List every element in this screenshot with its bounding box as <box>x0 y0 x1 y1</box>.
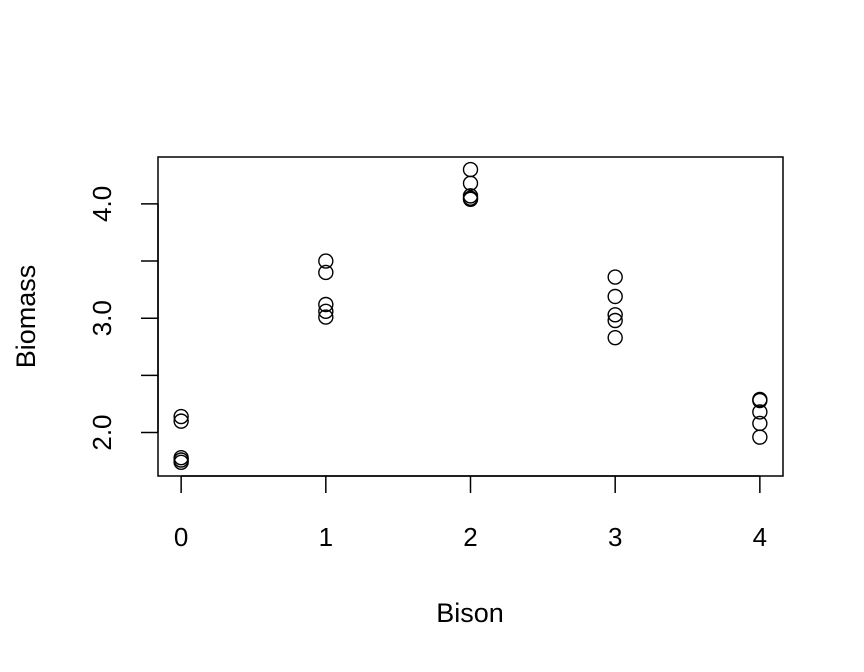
data-point <box>752 392 768 409</box>
data-point <box>462 175 479 191</box>
y-tick-label: 4.0 <box>87 186 117 222</box>
data-point <box>607 307 623 323</box>
x-tick-label: 2 <box>463 522 477 552</box>
x-axis-label: Bison <box>436 598 504 628</box>
data-point <box>607 288 623 305</box>
data-point <box>173 413 189 429</box>
data-point <box>173 454 189 470</box>
data-point <box>607 269 623 285</box>
x-axis: 0 1 2 3 4 <box>174 475 767 552</box>
data-point <box>318 296 334 313</box>
data-point <box>462 191 479 208</box>
y-axis-label: Biomass <box>11 265 41 369</box>
data-point <box>318 309 334 325</box>
data-point <box>318 253 334 269</box>
y-tick-label: 2.0 <box>87 414 117 450</box>
data-point <box>752 429 768 445</box>
x-tick-label: 0 <box>174 522 188 552</box>
data-point <box>318 264 334 281</box>
data-point <box>752 404 768 420</box>
x-tick-label: 4 <box>753 522 767 552</box>
data-points <box>173 161 768 470</box>
data-point <box>607 312 623 329</box>
data-point <box>607 329 623 346</box>
data-point <box>318 303 334 320</box>
y-tick-label: 3.0 <box>87 300 117 336</box>
y-axis: 2.0 3.0 4.0 <box>87 186 159 451</box>
data-point <box>462 161 479 178</box>
x-tick-label: 1 <box>319 522 333 552</box>
data-point <box>173 408 189 425</box>
x-tick-label: 3 <box>608 522 622 552</box>
